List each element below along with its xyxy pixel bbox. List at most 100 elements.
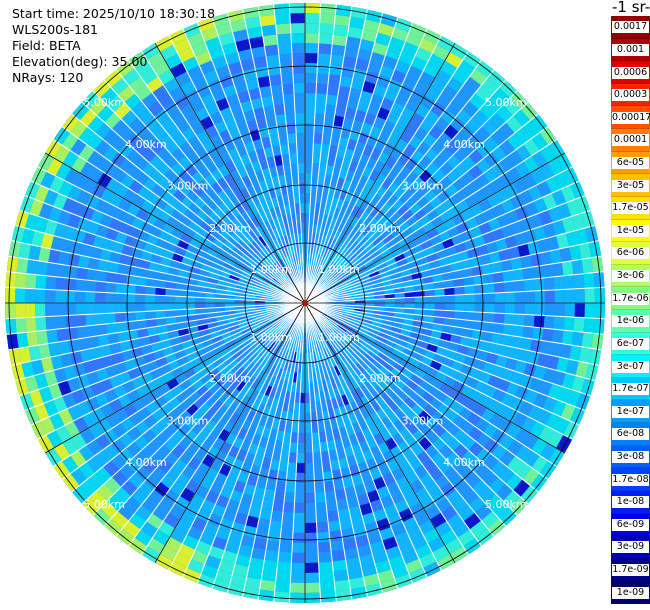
- ppi-gate-cell: [345, 330, 356, 339]
- ppi-gate-cell: [514, 461, 532, 480]
- ppi-gate-cell: [362, 318, 373, 325]
- ppi-gate-cell: [549, 248, 562, 264]
- ppi-gate-cell: [215, 343, 228, 353]
- ppi-gate-cell: [366, 103, 381, 117]
- ppi-gate-cell: [238, 225, 249, 237]
- ppi-gate-cell: [294, 253, 299, 264]
- ppi-gate-cell: [286, 278, 294, 288]
- ppi-gate-cell: [145, 303, 156, 312]
- ppi-gate-cell: [331, 315, 342, 322]
- ppi-gate-cell: [563, 274, 575, 290]
- ppi-gate-cell: [542, 396, 558, 413]
- ppi-gate-cell: [105, 292, 116, 303]
- ppi-gate-cell: [325, 379, 333, 390]
- ppi-gate-cell: [368, 363, 380, 374]
- ppi-gate-cell: [94, 198, 109, 214]
- ppi-gate-cell: [291, 422, 299, 433]
- ppi-gate-cell: [305, 392, 311, 403]
- ppi-gate-cell: [253, 328, 264, 336]
- ppi-gate-cell: [277, 347, 285, 358]
- ppi-gate-cell: [434, 474, 450, 490]
- ppi-gate-cell: [377, 569, 395, 584]
- ppi-gate-cell: [388, 36, 406, 51]
- ray-separator: [304, 240, 599, 304]
- ppi-gate-cell: [253, 270, 264, 278]
- ppi-gate-cell: [319, 339, 326, 350]
- ppi-gate-cell: [552, 219, 566, 236]
- ppi-gate-cell: [288, 265, 295, 276]
- ppi-gate-cell: [252, 455, 264, 468]
- ppi-gate-cell: [365, 583, 383, 597]
- ppi-gate-cell: [353, 310, 365, 316]
- ppi-gate-cell: [426, 228, 439, 240]
- colorbar-tick-label: 6e-08: [612, 428, 649, 441]
- ppi-gate-cell: [196, 209, 209, 222]
- ppi-gate-cell: [215, 65, 231, 79]
- ppi-gate-cell: [266, 353, 275, 364]
- ppi-gate-cell: [398, 540, 415, 556]
- ppi-gate-cell: [70, 467, 88, 486]
- ppi-gate-cell: [208, 545, 225, 560]
- ppi-gate-cell: [109, 398, 124, 413]
- ppi-gate-cell: [334, 579, 351, 592]
- ppi-gate-cell: [464, 294, 475, 303]
- ppi-gate-cell: [547, 383, 562, 400]
- ppi-gate-cell: [293, 512, 305, 523]
- ppi-gate-cell: [24, 181, 41, 200]
- ppi-gate-cell: [444, 303, 455, 311]
- ppi-gate-cell: [292, 532, 305, 543]
- ppi-gate-cell: [361, 80, 377, 94]
- ppi-gate-cell: [160, 545, 178, 562]
- ppi-gate-cell: [279, 359, 287, 370]
- ppi-gate-cell: [492, 501, 511, 519]
- ppi-gate-cell: [446, 100, 463, 117]
- ppi-gate-cell: [310, 193, 317, 204]
- ppi-gate-cell: [314, 482, 325, 493]
- ppi-gate-cell: [15, 303, 26, 319]
- ray-separator: [304, 302, 595, 382]
- ppi-gate-cell: [86, 439, 103, 456]
- ppi-gate-cell: [95, 466, 112, 484]
- ppi-gate-cell: [437, 402, 451, 417]
- ppi-gate-cell: [374, 298, 385, 303]
- ppi-gate-cell: [279, 326, 288, 336]
- ppi-gate-cell: [402, 74, 419, 90]
- ppi-gate-cell: [244, 16, 262, 30]
- ppi-gate-cell: [482, 273, 494, 285]
- colorbar-tick-label: 0.00017: [612, 111, 650, 124]
- ppi-gate-cell: [258, 282, 269, 289]
- ppi-gate-cell: [333, 365, 342, 377]
- ppi-gate-cell: [384, 303, 395, 308]
- ppi-gate-cell: [593, 318, 605, 335]
- ppi-gate-cell: [457, 59, 476, 77]
- ppi-gate-cell: [60, 238, 74, 254]
- ppi-gate-cell: [295, 213, 301, 224]
- ppi-gate-cell: [368, 270, 380, 278]
- ppi-gate-cell: [240, 493, 254, 506]
- ppi-gate-cell: [258, 467, 270, 480]
- ppi-gate-cell: [337, 244, 347, 255]
- ppi-gate-cell: [154, 108, 170, 125]
- ppi-gate-cell: [491, 444, 508, 461]
- ppi-gate-cell: [266, 156, 276, 168]
- ppi-gate-cell: [147, 51, 165, 69]
- ppi-gate-cell: [195, 297, 206, 303]
- ppi-gate-cell: [239, 395, 250, 407]
- ppi-gate-cell: [105, 177, 121, 193]
- ppi-gate-cell: [263, 273, 273, 282]
- ppi-gate-cell: [390, 227, 403, 239]
- ppi-gate-cell: [235, 554, 251, 568]
- ppi-gate-cell: [475, 447, 492, 464]
- ray-separator: [304, 302, 469, 555]
- ppi-gate-cell: [175, 303, 186, 310]
- ray-separator: [304, 302, 580, 426]
- ppi-gate-cell: [287, 462, 297, 473]
- ppi-gate-cell: [349, 129, 361, 142]
- ppi-gate-cell: [359, 383, 370, 396]
- ppi-gate-cell: [499, 156, 515, 173]
- ppi-gate-cell: [404, 291, 415, 298]
- ppi-gate-cell: [418, 423, 433, 437]
- ppi-gate-cell: [267, 329, 277, 339]
- ppi-gate-cell: [295, 382, 301, 393]
- ppi-gate-cell: [40, 357, 54, 373]
